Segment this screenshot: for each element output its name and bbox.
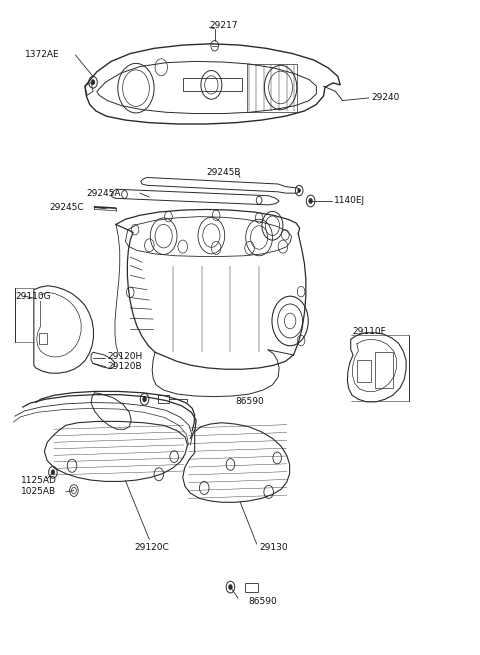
Circle shape — [91, 80, 95, 85]
Text: 86590: 86590 — [235, 398, 264, 406]
Text: 29240: 29240 — [372, 94, 400, 102]
Text: 86590: 86590 — [249, 597, 277, 606]
Circle shape — [309, 198, 312, 204]
Text: 29110F: 29110F — [353, 327, 386, 336]
Text: 1372AE: 1372AE — [25, 50, 60, 60]
Text: 1125AD: 1125AD — [21, 476, 56, 485]
Text: 29245B: 29245B — [206, 168, 241, 177]
Text: 29130: 29130 — [259, 544, 288, 552]
Text: 29120B: 29120B — [108, 362, 142, 371]
Text: 1025AB: 1025AB — [21, 487, 56, 496]
Text: 1140EJ: 1140EJ — [334, 196, 365, 206]
Text: 29120C: 29120C — [134, 544, 169, 552]
Circle shape — [298, 189, 300, 193]
Text: 29110G: 29110G — [16, 291, 51, 301]
Circle shape — [228, 584, 232, 590]
Text: 29245C: 29245C — [49, 203, 84, 212]
Circle shape — [51, 470, 55, 475]
Circle shape — [143, 397, 146, 402]
Text: 29120H: 29120H — [108, 352, 143, 361]
Text: 29217: 29217 — [209, 21, 238, 30]
Text: 29245A: 29245A — [86, 189, 121, 198]
